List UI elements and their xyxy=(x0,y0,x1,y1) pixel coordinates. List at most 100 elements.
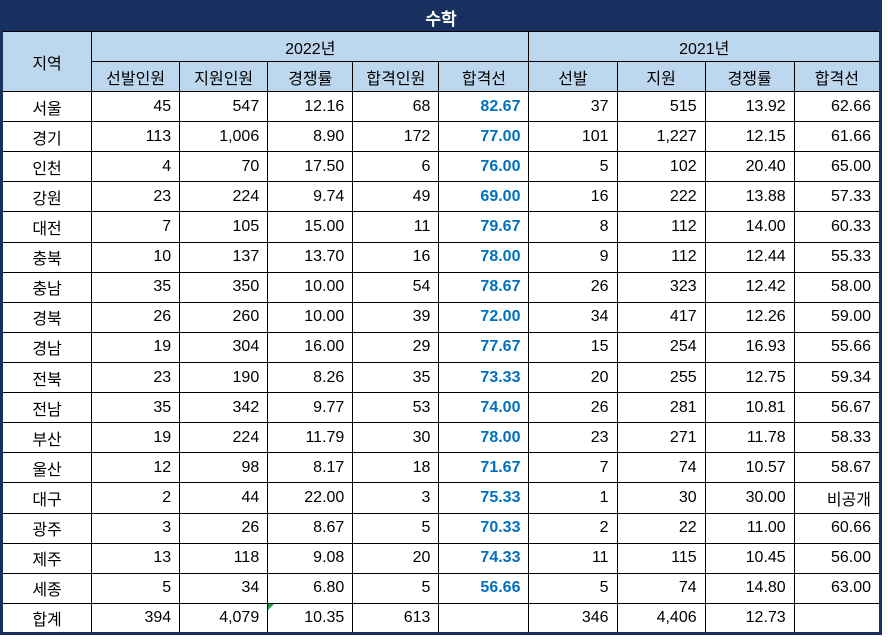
value-cell: 65.00 xyxy=(793,151,882,183)
year-2021-header: 2021년 xyxy=(528,31,881,62)
region-cell: 강원 xyxy=(0,181,93,213)
table-title: 수학 xyxy=(1,1,881,32)
value-cell: 45 xyxy=(91,90,181,123)
table-row: 충남 35 350 10.00 54 78.67 26 323 12.42 58.00 xyxy=(0,271,882,303)
value-cell: 5 xyxy=(352,512,440,544)
value-cell: 10.57 xyxy=(704,452,795,484)
table-row: 경남 19 304 16.00 29 77.67 15 254 16.93 55.66 xyxy=(0,331,882,363)
year-2022-header: 2022년 xyxy=(91,31,530,62)
value-cell: 12.26 xyxy=(704,301,795,333)
value-cell: 35 xyxy=(91,392,181,424)
value-cell: 70.33 xyxy=(438,512,530,544)
region-cell: 전북 xyxy=(0,361,93,394)
value-cell: 11.78 xyxy=(704,422,795,454)
value-cell: 23 xyxy=(528,422,618,454)
value-cell: 72.00 xyxy=(438,301,530,333)
value-cell: 58.00 xyxy=(793,271,882,303)
value-cell: 417 xyxy=(616,301,706,333)
value-cell: 1 xyxy=(528,482,618,514)
value-cell: 13.88 xyxy=(704,181,795,213)
value-cell: 34 xyxy=(179,572,269,604)
value-cell: 12 xyxy=(91,452,181,484)
value-cell: 105 xyxy=(179,211,269,243)
value-cell: 137 xyxy=(179,241,269,273)
value-cell: 14.00 xyxy=(704,211,795,243)
col-header-2022-selected: 선발인원 xyxy=(91,61,181,92)
value-cell: 9.08 xyxy=(267,542,354,574)
value-cell: 56.67 xyxy=(793,392,882,424)
value-cell: 34 xyxy=(528,301,618,333)
value-cell: 비공개 xyxy=(793,482,882,514)
table-row: 경북 26 260 10.00 39 72.00 34 417 12.26 59.00 xyxy=(0,301,882,333)
table-row: 제주 13 118 9.08 20 74.33 11 115 10.45 56.00 xyxy=(0,542,882,574)
value-cell: 10.00 xyxy=(267,271,354,303)
value-cell: 29 xyxy=(352,331,440,363)
value-cell: 62.66 xyxy=(793,90,882,123)
region-cell: 충남 xyxy=(0,271,93,303)
value-cell: 30 xyxy=(616,482,706,514)
value-cell: 115 xyxy=(616,542,706,574)
value-cell xyxy=(438,602,530,635)
value-cell: 73.33 xyxy=(438,361,530,394)
value-cell: 346 xyxy=(528,602,618,635)
value-cell xyxy=(793,602,882,635)
value-cell: 9.77 xyxy=(267,392,354,424)
value-cell: 26 xyxy=(91,301,181,333)
value-cell: 39 xyxy=(352,301,440,333)
value-cell: 35 xyxy=(352,361,440,394)
region-cell: 제주 xyxy=(0,542,93,574)
value-cell: 78.00 xyxy=(438,241,530,273)
value-cell: 613 xyxy=(352,602,440,635)
table-row: 강원 23 224 9.74 49 69.00 16 222 13.88 57.33 xyxy=(0,181,882,213)
value-cell: 260 xyxy=(179,301,269,333)
region-cell: 경북 xyxy=(0,301,93,333)
value-cell: 281 xyxy=(616,392,706,424)
table-row: 울산 12 98 8.17 18 71.67 7 74 10.57 58.67 xyxy=(0,452,882,484)
region-cell: 광주 xyxy=(0,512,93,544)
value-cell: 58.33 xyxy=(793,422,882,454)
value-cell: 9 xyxy=(528,241,618,273)
value-cell: 5 xyxy=(352,572,440,604)
value-cell: 8 xyxy=(528,211,618,243)
col-header-2021-selected: 선발 xyxy=(528,61,618,92)
total-row: 합계 394 4,079 10.35 613 346 4,406 12.73 xyxy=(0,602,882,635)
value-cell: 16.93 xyxy=(704,331,795,363)
value-cell: 23 xyxy=(91,181,181,213)
value-cell: 68 xyxy=(352,90,440,123)
value-cell: 76.00 xyxy=(438,151,530,183)
value-cell: 5 xyxy=(528,572,618,604)
value-cell: 255 xyxy=(616,361,706,394)
value-cell: 69.00 xyxy=(438,181,530,213)
value-cell: 224 xyxy=(179,422,269,454)
value-cell: 59.00 xyxy=(793,301,882,333)
value-cell: 3 xyxy=(91,512,181,544)
value-cell: 8.67 xyxy=(267,512,354,544)
value-cell-error-marker: 10.35 xyxy=(267,602,354,635)
value-cell: 13 xyxy=(91,542,181,574)
value-cell: 19 xyxy=(91,331,181,363)
value-cell: 172 xyxy=(352,121,440,153)
value-cell: 4,406 xyxy=(616,602,706,635)
table-row: 대전 7 105 15.00 11 79.67 8 112 14.00 60.33 xyxy=(0,211,882,243)
value-cell: 20 xyxy=(528,361,618,394)
value-cell: 63.00 xyxy=(793,572,882,604)
value-cell: 5 xyxy=(528,151,618,183)
value-cell: 16 xyxy=(352,241,440,273)
value-cell: 30.00 xyxy=(704,482,795,514)
value-cell: 22 xyxy=(616,512,706,544)
value-cell: 2 xyxy=(528,512,618,544)
value-cell: 3 xyxy=(352,482,440,514)
value-cell: 12.75 xyxy=(704,361,795,394)
value-cell: 5 xyxy=(91,572,181,604)
col-header-2022-passed: 합격인원 xyxy=(352,61,440,92)
value-cell: 8.90 xyxy=(267,121,354,153)
value-cell: 342 xyxy=(179,392,269,424)
value-cell: 118 xyxy=(179,542,269,574)
value-cell: 112 xyxy=(616,241,706,273)
value-cell: 55.33 xyxy=(793,241,882,273)
value-cell: 98 xyxy=(179,452,269,484)
value-cell: 12.73 xyxy=(704,602,795,635)
value-cell: 12.16 xyxy=(267,90,354,123)
